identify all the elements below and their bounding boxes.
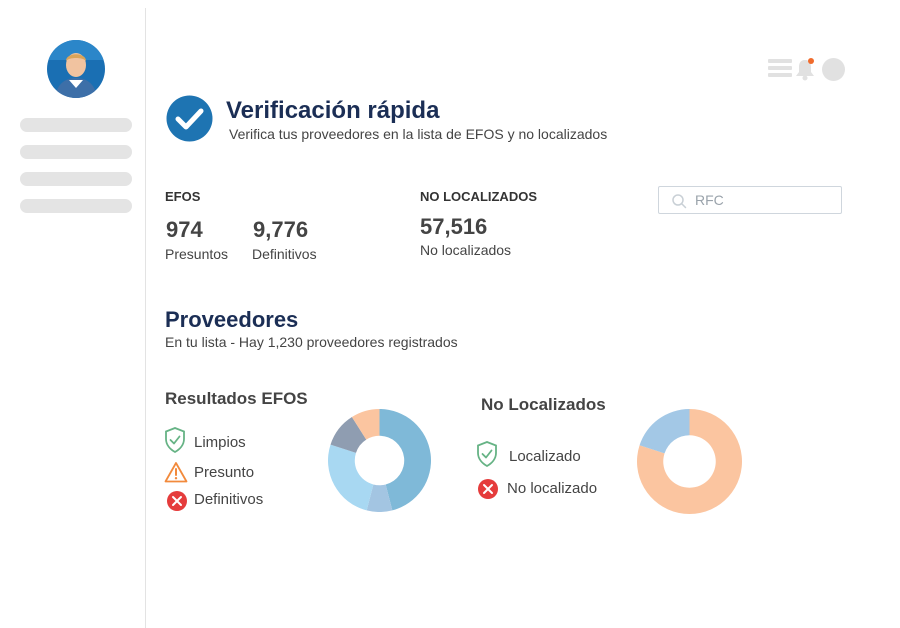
sidebar-item-2[interactable] — [20, 145, 132, 159]
rfc-search-input[interactable] — [695, 190, 835, 210]
page-title: Verificación rápida — [226, 97, 440, 124]
proveedores-subtitle: En tu lista - Hay 1,230 proveedores regi… — [165, 334, 458, 350]
page-subtitle: Verifica tus proveedores en la lista de … — [229, 126, 608, 142]
bell-icon[interactable] — [794, 57, 816, 81]
efos-donut-slice-1 — [379, 409, 431, 511]
rfc-search[interactable] — [658, 186, 842, 214]
no-localizados-donut-slice-2 — [639, 409, 690, 454]
no-localizados-donut-slice-1 — [637, 409, 742, 514]
efos-donut-slice-2 — [366, 484, 393, 512]
efos-chart-title: Resultados EFOS — [165, 389, 308, 408]
search-icon — [671, 193, 687, 209]
sidebar-item-4[interactable] — [20, 199, 132, 213]
error-circle-icon — [477, 478, 499, 500]
presuntos-value: 974 — [166, 217, 203, 242]
legend-limpios: Limpios — [194, 434, 246, 451]
no-localizados-value: 57,516 — [420, 214, 488, 239]
no-localizados-value-label: No localizados — [420, 242, 512, 258]
definitivos-value: 9,776 — [253, 217, 309, 242]
no-localizados-donut-chart — [637, 409, 742, 514]
error-circle-icon — [166, 490, 188, 512]
user-avatar[interactable] — [47, 40, 105, 98]
menu-icon[interactable] — [768, 59, 792, 79]
legend-no-localizado: No localizado — [507, 480, 598, 497]
definitivos-label: Definitivos — [252, 246, 317, 262]
legend-definitivos: Definitivos — [194, 491, 264, 508]
legend-localizado: Localizado — [509, 448, 581, 465]
no-localizados-label: NO LOCALIZADOS — [420, 189, 537, 204]
sidebar-item-3[interactable] — [20, 172, 132, 186]
no-localizados-chart-title: No Localizados — [481, 395, 606, 414]
check-badge-icon — [166, 95, 213, 142]
sidebar — [0, 8, 146, 628]
presuntos-label: Presuntos — [165, 246, 229, 262]
topbar — [766, 57, 848, 81]
efos-donut-slice-3 — [328, 444, 374, 511]
sidebar-item-1[interactable] — [20, 118, 132, 132]
efos-donut-slice-5 — [351, 409, 380, 440]
shield-check-icon — [476, 441, 498, 468]
proveedores-title: Proveedores — [165, 307, 299, 332]
warning-triangle-icon — [164, 461, 188, 483]
user-avatar-icon[interactable] — [822, 58, 845, 81]
legend-presunto: Presunto — [194, 464, 255, 481]
efos-donut-chart — [328, 409, 431, 512]
shield-check-icon — [164, 427, 186, 454]
efos-donut-slice-4 — [330, 417, 367, 453]
efos-label: EFOS — [165, 189, 201, 204]
